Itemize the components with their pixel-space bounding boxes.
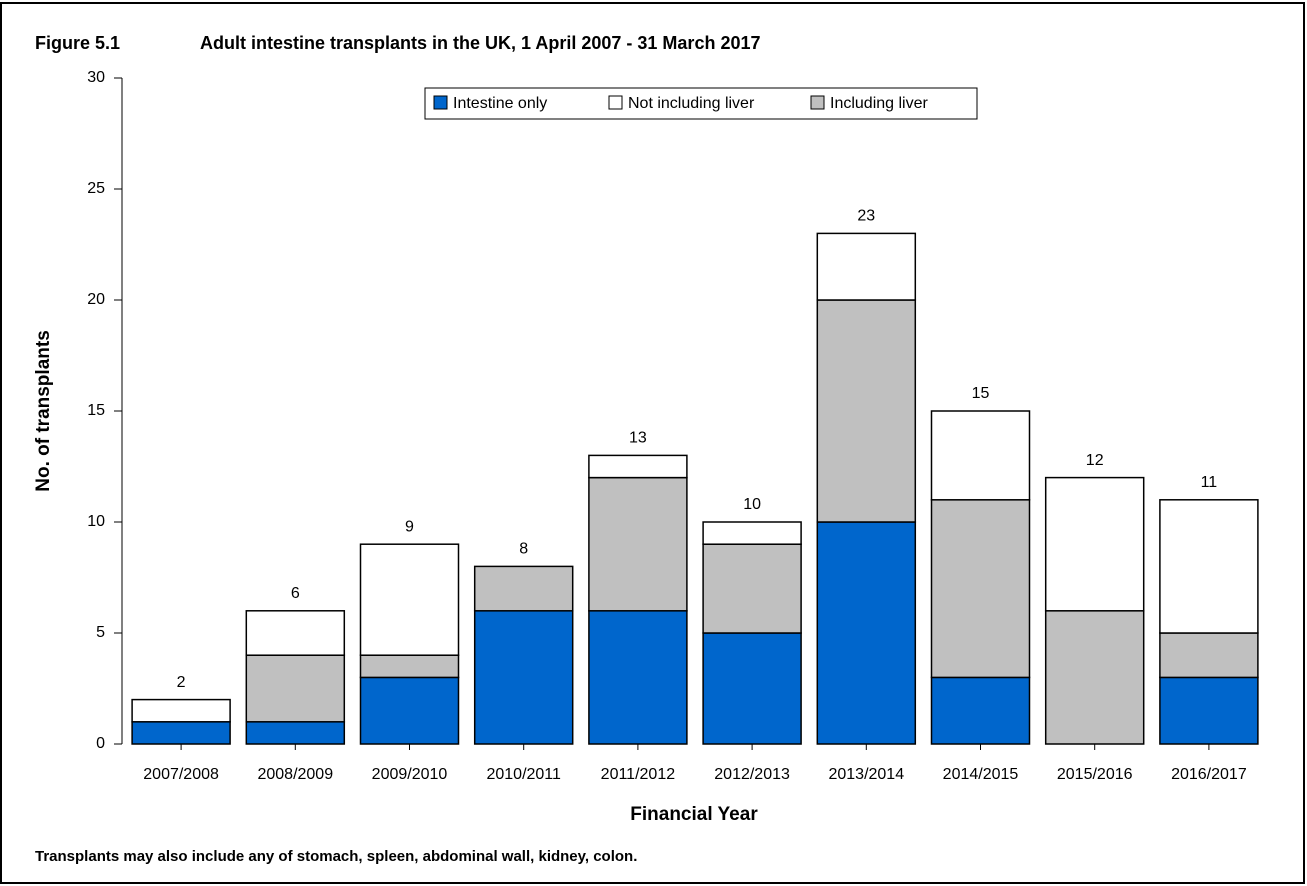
legend-swatch [810, 95, 825, 110]
legend-label: Intestine only [453, 95, 547, 112]
y-tick-label: 15 [87, 402, 105, 419]
bar-segment [1159, 676, 1259, 745]
legend-label: Including liver [830, 95, 929, 112]
total-label: 2 [177, 674, 186, 691]
bar-segment [1044, 476, 1145, 612]
bar-segment [702, 632, 802, 745]
bar-segment [131, 721, 231, 745]
y-tick-label: 25 [87, 180, 105, 197]
bar-segment [702, 521, 802, 545]
total-label: 12 [1086, 452, 1104, 469]
total-label: 11 [1201, 474, 1218, 491]
legend-box [424, 87, 978, 120]
bar-segment [359, 543, 460, 656]
bar-segment [930, 676, 1031, 745]
total-label: 10 [743, 496, 761, 513]
bar-segment [588, 610, 688, 745]
total-label: 9 [405, 518, 414, 535]
figure-label: Figure 5.1 [35, 33, 120, 53]
bar-segment [473, 565, 574, 612]
bar-segment [816, 299, 917, 523]
total-label: 23 [857, 208, 875, 225]
legend-label: Not including liver [628, 95, 755, 112]
y-tick-label: 30 [87, 69, 105, 86]
bar-segment [245, 610, 346, 656]
bar-segment [816, 521, 917, 745]
bar-segment [816, 232, 917, 301]
x-axis-label: Financial Year [630, 804, 758, 825]
total-label: 6 [291, 585, 300, 602]
x-tick-label: 2014/2015 [943, 766, 1019, 783]
bar-segment [473, 610, 574, 745]
total-label: 15 [972, 385, 990, 402]
bar-segment [245, 654, 346, 723]
bar-segment [1044, 610, 1145, 745]
bar-segment [930, 499, 1031, 679]
bar-segment [588, 454, 688, 479]
bar-segment [1159, 499, 1259, 634]
x-tick-label: 2010/2011 [486, 766, 561, 783]
x-tick-label: 2013/2014 [828, 766, 904, 783]
total-label: 13 [629, 430, 647, 447]
y-tick-label: 10 [87, 513, 105, 530]
bar-segment [1159, 632, 1259, 679]
x-tick-label: 2007/2008 [143, 766, 219, 783]
bar-segment [930, 410, 1031, 501]
chart-title: Adult intestine transplants in the UK, 1… [200, 33, 761, 53]
y-tick-label: 20 [87, 291, 105, 308]
x-tick-label: 2015/2016 [1057, 766, 1133, 783]
footnote: Transplants may also include any of stom… [35, 848, 637, 865]
bar-segment [359, 654, 460, 679]
x-tick-label: 2012/2013 [714, 766, 790, 783]
bar-segment [588, 476, 688, 612]
legend-swatch [608, 95, 623, 110]
y-tick-label: 0 [96, 735, 105, 752]
y-axis-label: No. of transplants [33, 330, 54, 492]
x-tick-label: 2008/2009 [257, 766, 333, 783]
total-label: 8 [519, 541, 528, 558]
y-tick-label: 5 [96, 624, 105, 641]
bar-segment [131, 698, 231, 723]
bar-segment [245, 721, 346, 745]
bar-segment [359, 676, 460, 745]
x-tick-label: 2009/2010 [372, 766, 448, 783]
legend-swatch [433, 95, 448, 110]
x-tick-label: 2011/2012 [601, 766, 676, 783]
x-tick-label: 2016/2017 [1171, 766, 1247, 783]
bar-segment [702, 543, 802, 634]
